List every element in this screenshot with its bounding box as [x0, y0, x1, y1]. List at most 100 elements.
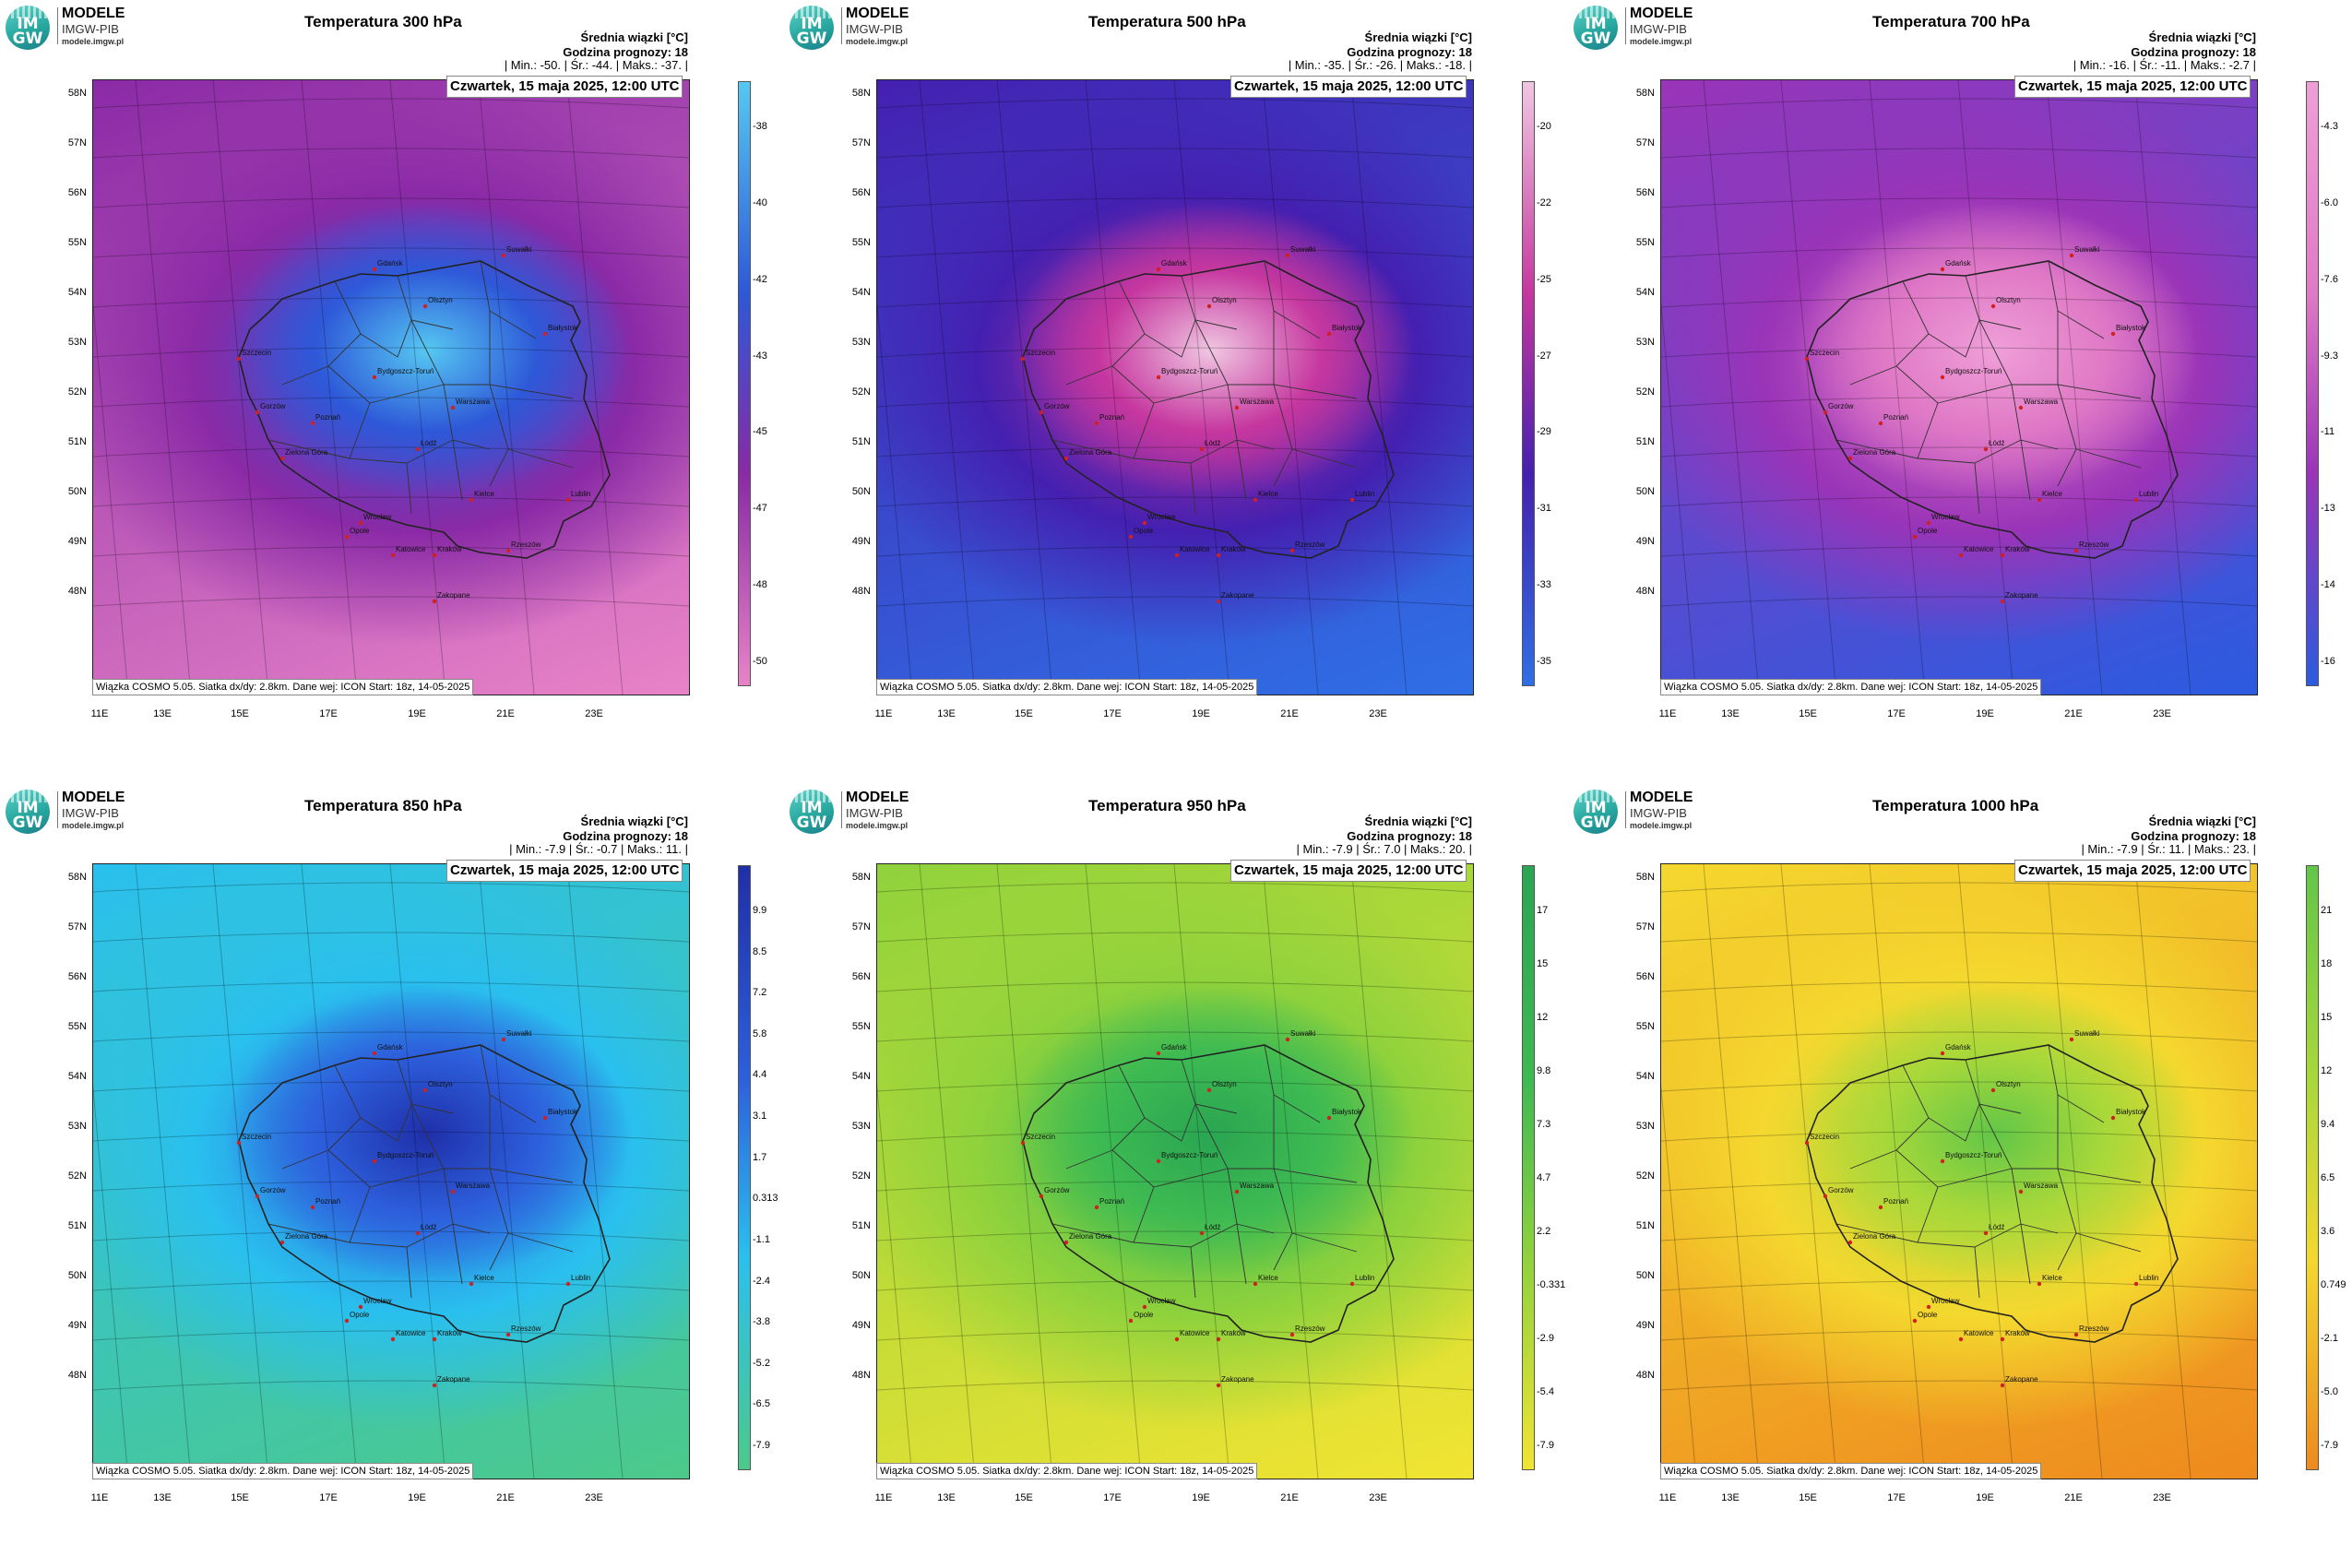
parallel-line: [93, 1380, 689, 1391]
city-label: Zakopane: [1221, 1375, 1254, 1384]
city-label: Warszawa: [456, 1182, 491, 1190]
logo-letters-top: IM: [801, 15, 823, 33]
city-label: Gdańsk: [1945, 1043, 1972, 1051]
parallel-line: [1661, 397, 2257, 408]
city-marker: [1847, 1240, 1853, 1245]
region-border: [349, 1223, 454, 1248]
poland-border: [238, 1044, 611, 1343]
city-marker: [1156, 374, 1161, 380]
colorbar-tick: -2.9: [1537, 1333, 1554, 1344]
city-label: Białystok: [1332, 324, 1362, 332]
colorbar-tick: -48: [753, 579, 767, 591]
longitude-tick: 15E: [231, 1492, 249, 1503]
meridian-line: [212, 864, 269, 1479]
latitude-tick: 58N: [67, 88, 87, 99]
region-border: [1974, 462, 1980, 515]
city-label: Olsztyn: [1996, 296, 2021, 304]
longitude-tick: 21E: [1280, 708, 1299, 719]
parallel-line: [877, 247, 1473, 258]
city-label: Wrocław: [363, 1297, 392, 1305]
logo-subtitle: IMGW-PIB: [1630, 806, 1687, 820]
city-label: Warszawa: [456, 398, 491, 406]
colorbar-tick: -35: [1537, 656, 1551, 667]
city-marker: [2073, 548, 2079, 553]
city-marker: [2133, 1281, 2139, 1287]
region-border: [452, 1223, 463, 1285]
colorbar: [738, 81, 751, 686]
city-marker: [1216, 1383, 1221, 1388]
region-border: [369, 384, 445, 404]
city-marker: [1156, 1051, 1161, 1056]
city-marker: [2018, 1189, 2024, 1194]
latitude-tick: 57N: [67, 137, 87, 148]
city-label: Gdańsk: [1161, 259, 1188, 267]
city-label: Gdańsk: [1161, 1043, 1188, 1051]
colorbar-tick: -20: [1537, 121, 1551, 132]
city-marker: [1216, 552, 1221, 558]
latitude-tick: 54N: [67, 287, 87, 298]
city-marker: [505, 1332, 511, 1337]
latitude-tick: 58N: [1635, 872, 1655, 883]
latitude-tick: 50N: [851, 1270, 871, 1281]
longitude-tick: 11E: [1658, 708, 1677, 719]
city-label: Poznań: [1883, 413, 1908, 422]
map-overlay: Gdańsk Olsztyn Suwałki Białystok Szczecin Byd…: [877, 80, 1473, 695]
city-marker: [1156, 267, 1161, 272]
parallel-line: [1661, 148, 2257, 159]
city-marker: [1847, 456, 1853, 461]
region-border: [1227, 1168, 1275, 1234]
region-border: [360, 319, 412, 358]
city-marker: [1142, 1304, 1147, 1310]
city-label: Katowice: [1180, 545, 1210, 553]
city-label: Kraków: [2005, 545, 2030, 553]
logo-divider: [841, 791, 842, 828]
colorbar: [2306, 865, 2319, 1470]
colorbar-tick: -31: [1537, 503, 1551, 515]
city-marker: [1990, 1087, 1996, 1093]
meridian-line: [877, 1084, 913, 1479]
region-border: [406, 462, 412, 515]
parallel-line: [93, 1280, 689, 1291]
region-border: [1895, 1064, 1930, 1151]
colorbar-tick: 9.9: [753, 905, 767, 916]
longitude-tick: 19E: [408, 1492, 426, 1503]
latitude-tick: 54N: [1635, 287, 1655, 298]
meridian-line: [1703, 80, 1760, 695]
region-border: [2057, 384, 2077, 487]
parallel-line: [93, 596, 689, 607]
city-marker: [1174, 1336, 1180, 1342]
longitude-tick: 23E: [2153, 1492, 2171, 1503]
region-border: [443, 384, 491, 450]
city-label: Suwałki: [506, 1029, 532, 1038]
info-stats: | Min.: -50. | Śr.: -44. | Maks.: -37. |: [504, 58, 688, 72]
imgw-logo-icon: IM GW: [1574, 790, 1618, 834]
date-label: Czwartek, 15 maja 2025, 12:00 UTC: [1230, 860, 1467, 882]
logo-site: modele.imgw.pl: [1630, 821, 1693, 830]
region-border: [281, 1149, 329, 1170]
city-label: Opole: [1134, 527, 1154, 535]
city-marker: [279, 1240, 285, 1245]
city-label: Kielce: [1258, 490, 1278, 498]
city-label: Bydgoszcz-Toruń: [377, 367, 434, 375]
colorbar-tick: -2.4: [753, 1275, 770, 1287]
city-marker: [255, 1194, 260, 1199]
panel-title: Temperatura 300 hPa: [304, 13, 462, 30]
city-marker: [236, 1140, 242, 1146]
poland-border: [238, 260, 611, 559]
parallel-line: [1661, 496, 2257, 507]
city-marker: [310, 1205, 315, 1210]
latitude-tick: 51N: [1635, 436, 1655, 447]
city-label: Gorzów: [1828, 1186, 1854, 1194]
colorbar-tick: 21: [2321, 905, 2333, 916]
city-marker: [1289, 548, 1295, 553]
latitude-tick: 49N: [1635, 536, 1655, 547]
city-label: Kraków: [1221, 1329, 1246, 1337]
colorbar-tick: -7.9: [1537, 1440, 1554, 1451]
city-marker: [1094, 1205, 1099, 1210]
city-marker: [1253, 497, 1258, 503]
logo-letters-top: IM: [1585, 799, 1607, 817]
city-label: Zakopane: [1221, 591, 1254, 600]
colorbar-tick: 7.2: [753, 987, 767, 999]
colorbar-tick: 9.4: [2321, 1119, 2335, 1130]
colorbar-tick: -7.9: [2321, 1440, 2338, 1451]
